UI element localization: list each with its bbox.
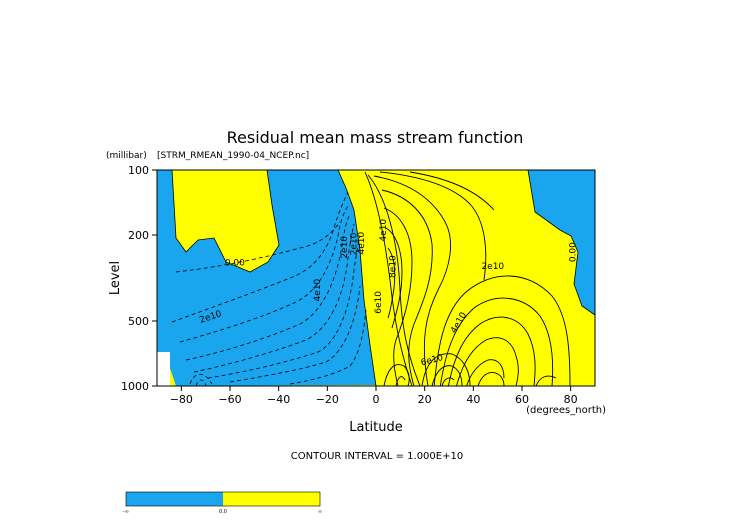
contour-label: 4e10 <box>313 279 323 302</box>
x-axis-label: Latitude <box>349 420 403 435</box>
x-tick-label: 80 <box>564 393 578 406</box>
colorbar-label-min: -∞ <box>123 509 129 515</box>
x-axis: −80 −60 −40 −20 0 20 40 60 80 <box>170 386 578 406</box>
contour-label: 2e10 <box>340 236 350 259</box>
zero-contour <box>171 170 595 386</box>
colorbar: -∞ 0.0 ∞ <box>123 491 322 515</box>
colorbar-negative <box>126 492 223 506</box>
x-tick-label: 40 <box>466 393 480 406</box>
colorbar-positive <box>223 492 320 506</box>
x-units-label: (degrees_north) <box>526 405 606 416</box>
negative-contours <box>171 191 367 386</box>
colorbar-label-zero: 0.0 <box>219 509 227 515</box>
contour-label: 4e10 <box>357 231 367 254</box>
contour-label: 0.00 <box>225 259 245 269</box>
x-tick-label: −80 <box>170 393 193 406</box>
x-tick-label: 60 <box>515 393 529 406</box>
chart-title: Residual mean mass stream function <box>227 128 524 147</box>
y-tick-label: 500 <box>128 315 149 328</box>
y-tick-label: 200 <box>128 229 149 242</box>
negative-fill-region-north <box>528 170 595 315</box>
missing-data-patch <box>157 352 170 386</box>
contour-label: 0.00 <box>569 242 579 262</box>
y-tick-label: 1000 <box>121 380 149 393</box>
contour-label: 6e10 <box>374 291 384 314</box>
negative-fill-region <box>157 170 376 386</box>
contour-label: 2e10 <box>481 262 504 272</box>
y-tick-label: 100 <box>128 164 149 177</box>
y-axis-label: Level <box>108 261 123 295</box>
colorbar-frame <box>125 491 321 507</box>
dataset-label: [STRM_RMEAN_1990-04_NCEP.nc] <box>157 151 309 161</box>
x-tick-label: −60 <box>218 393 241 406</box>
contour-label: 8e10 <box>389 255 399 278</box>
y-units-label: (millibar) <box>106 151 147 161</box>
contour-label: 4e10 <box>379 219 389 242</box>
contour-interval-text: CONTOUR INTERVAL = 1.000E+10 <box>291 451 463 462</box>
contour-label: 2e10 <box>350 232 360 255</box>
colorbar-label-max: ∞ <box>318 509 322 515</box>
y-axis: 100 200 500 1000 <box>121 164 157 393</box>
positive-contours <box>364 171 571 386</box>
x-tick-label: 0 <box>373 393 380 406</box>
x-tick-label: 20 <box>418 393 432 406</box>
x-tick-label: −20 <box>316 393 339 406</box>
x-tick-label: −40 <box>267 393 290 406</box>
